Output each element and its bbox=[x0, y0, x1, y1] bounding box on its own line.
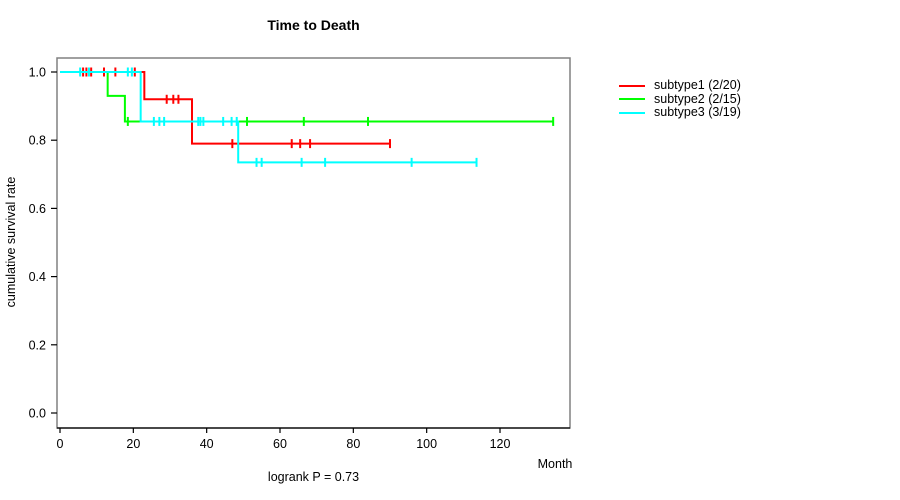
legend: subtype1 (2/20) subtype2 (2/15) subtype3… bbox=[619, 78, 741, 120]
x-tick-label: 40 bbox=[200, 437, 214, 451]
series-subtype1 bbox=[60, 67, 391, 149]
legend-label: subtype1 (2/20) bbox=[654, 78, 741, 92]
y-tick-label: 0.2 bbox=[29, 338, 46, 352]
legend-line-swatch-subtype3 bbox=[619, 111, 645, 114]
series-subtype3-curve bbox=[60, 71, 477, 164]
plot-box-border bbox=[56, 57, 571, 429]
legend-line-swatch-subtype2 bbox=[619, 98, 645, 101]
series-subtype1-curve bbox=[60, 71, 390, 145]
y-tick-label: 1.0 bbox=[29, 66, 46, 80]
legend-item-subtype3: subtype3 (3/19) bbox=[619, 105, 741, 120]
axes bbox=[51, 71, 570, 433]
x-tick-label: 20 bbox=[126, 437, 140, 451]
x-axis-label: Month bbox=[537, 457, 573, 471]
legend-line-swatch-subtype1 bbox=[619, 84, 645, 87]
series-subtype3 bbox=[60, 67, 478, 167]
series-subtype2 bbox=[60, 71, 555, 126]
logrank-pvalue-note: logrank P = 0.73 bbox=[267, 470, 360, 484]
y-axis-label: cumulative survival rate bbox=[4, 176, 18, 308]
y-tick-label: 0.6 bbox=[29, 202, 46, 216]
legend-item-subtype1: subtype1 (2/20) bbox=[619, 78, 741, 93]
x-tick-label: 120 bbox=[490, 437, 511, 451]
y-tick-label: 0.8 bbox=[29, 134, 46, 148]
y-tick-label: 0.4 bbox=[29, 270, 46, 284]
legend-item-subtype2: subtype2 (2/15) bbox=[619, 91, 741, 107]
y-tick-label: 0.0 bbox=[29, 407, 46, 421]
legend-label: subtype2 (2/15) bbox=[654, 91, 741, 106]
x-tick-label: 80 bbox=[346, 437, 360, 451]
x-tick-label: 60 bbox=[273, 437, 287, 451]
chart-title: Time to Death bbox=[267, 17, 360, 33]
x-tick-label: 100 bbox=[416, 437, 437, 451]
series-subtype2-curve bbox=[60, 71, 554, 123]
legend-label: subtype3 (3/19) bbox=[654, 105, 741, 119]
x-tick-label: 0 bbox=[57, 437, 64, 451]
